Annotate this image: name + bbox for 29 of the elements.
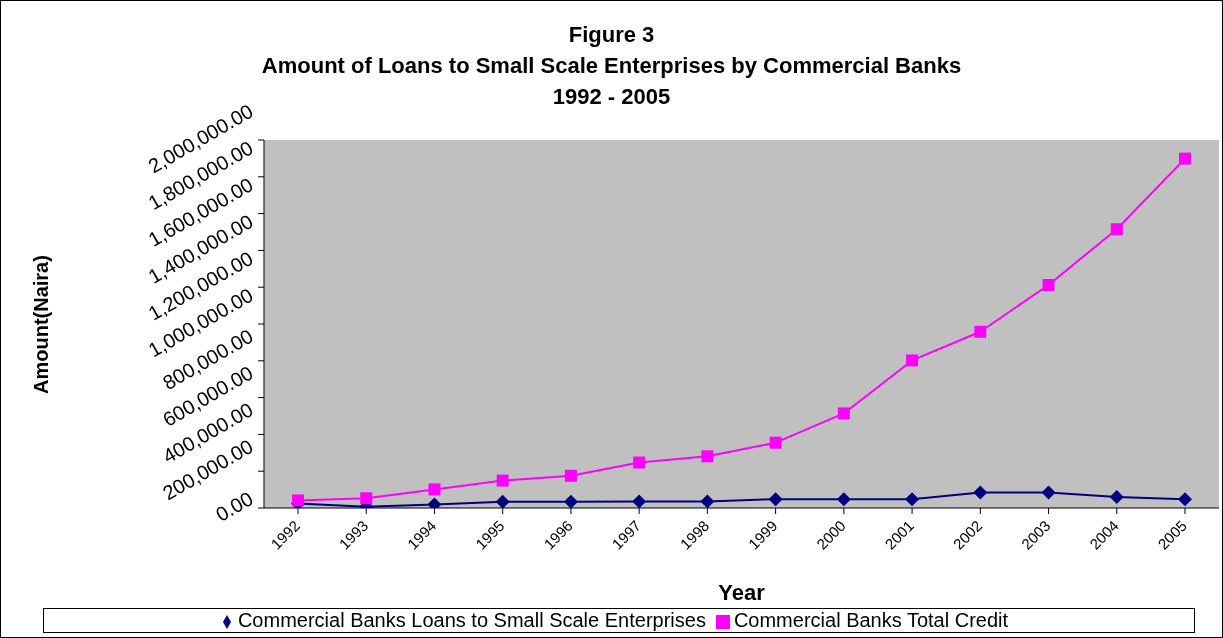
point <box>769 436 782 449</box>
point <box>1041 485 1056 500</box>
point <box>837 407 850 420</box>
point <box>974 325 987 338</box>
point <box>564 469 577 482</box>
point <box>496 474 509 487</box>
point <box>701 450 714 463</box>
point <box>1179 152 1191 165</box>
point <box>1110 223 1123 236</box>
point <box>700 494 715 508</box>
legend-label: Commercial Banks Total Credit <box>733 609 1009 631</box>
point <box>633 456 646 469</box>
chart-title: Figure 3 Amount of Loans to Small Scale Enterprises by Commercial Banks 1992 - 2005 <box>261 22 962 109</box>
point <box>973 485 988 500</box>
point <box>360 492 373 505</box>
point <box>906 354 919 367</box>
point <box>836 492 851 507</box>
point <box>1109 489 1124 504</box>
x-axis-title: Year <box>718 580 766 605</box>
point <box>563 494 578 508</box>
point <box>428 483 441 496</box>
point <box>905 492 920 507</box>
point <box>632 494 647 508</box>
point <box>1178 492 1192 507</box>
legend-label: Commercial Banks Loans to Small Scale Enterprises <box>237 609 706 631</box>
y-axis-title: Amount(Naira) <box>30 255 53 394</box>
point <box>495 494 510 508</box>
point <box>768 492 783 507</box>
point <box>1042 278 1055 291</box>
